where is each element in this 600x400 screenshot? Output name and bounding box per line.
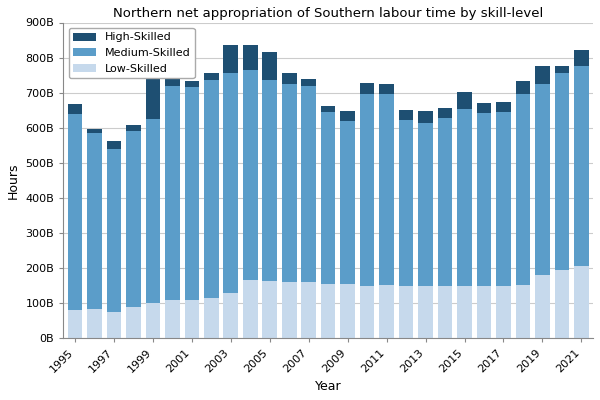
Bar bbox=[476, 103, 491, 113]
Bar bbox=[535, 66, 550, 84]
Bar bbox=[438, 108, 452, 118]
Bar bbox=[223, 293, 238, 338]
Bar bbox=[107, 312, 121, 338]
Bar bbox=[165, 86, 179, 300]
Bar bbox=[360, 83, 374, 94]
Bar bbox=[360, 94, 374, 286]
Bar bbox=[340, 284, 355, 338]
Bar bbox=[399, 120, 413, 286]
Bar bbox=[574, 66, 589, 266]
Bar bbox=[379, 84, 394, 94]
Bar bbox=[360, 286, 374, 338]
Bar bbox=[321, 284, 335, 338]
Bar bbox=[87, 133, 102, 308]
Bar bbox=[262, 282, 277, 338]
Bar bbox=[554, 66, 569, 73]
Bar bbox=[68, 104, 82, 114]
Bar bbox=[126, 131, 140, 307]
Bar bbox=[126, 125, 140, 131]
Bar bbox=[204, 80, 218, 298]
Bar bbox=[185, 81, 199, 88]
Bar bbox=[379, 94, 394, 285]
Bar bbox=[185, 88, 199, 300]
Bar bbox=[243, 70, 257, 280]
Bar bbox=[282, 84, 296, 282]
Bar bbox=[301, 79, 316, 86]
Bar bbox=[262, 52, 277, 80]
Bar bbox=[340, 121, 355, 284]
Bar bbox=[126, 307, 140, 338]
Bar bbox=[223, 45, 238, 73]
Bar bbox=[418, 286, 433, 338]
Bar bbox=[535, 275, 550, 338]
Bar bbox=[146, 79, 160, 119]
Bar bbox=[282, 73, 296, 84]
Bar bbox=[496, 112, 511, 286]
Legend: High-Skilled, Medium-Skilled, Low-Skilled: High-Skilled, Medium-Skilled, Low-Skille… bbox=[69, 28, 194, 78]
Bar bbox=[438, 118, 452, 286]
Bar bbox=[107, 149, 121, 312]
Bar bbox=[262, 80, 277, 282]
Bar bbox=[515, 82, 530, 94]
Bar bbox=[301, 282, 316, 338]
Bar bbox=[554, 270, 569, 338]
Bar bbox=[68, 310, 82, 338]
Bar bbox=[223, 73, 238, 293]
Bar bbox=[185, 300, 199, 338]
X-axis label: Year: Year bbox=[315, 380, 341, 393]
Bar bbox=[87, 308, 102, 338]
Bar bbox=[457, 109, 472, 286]
Bar bbox=[301, 86, 316, 282]
Bar bbox=[68, 114, 82, 310]
Bar bbox=[321, 112, 335, 284]
Bar bbox=[379, 285, 394, 338]
Bar bbox=[496, 286, 511, 338]
Bar bbox=[554, 73, 569, 270]
Bar bbox=[146, 119, 160, 303]
Bar bbox=[165, 79, 179, 86]
Bar bbox=[515, 94, 530, 285]
Y-axis label: Hours: Hours bbox=[7, 162, 20, 199]
Bar bbox=[418, 123, 433, 286]
Bar bbox=[282, 282, 296, 338]
Bar bbox=[535, 84, 550, 275]
Bar bbox=[457, 92, 472, 109]
Bar bbox=[340, 111, 355, 121]
Bar bbox=[438, 286, 452, 338]
Bar bbox=[107, 141, 121, 149]
Title: Northern net appropriation of Southern labour time by skill-level: Northern net appropriation of Southern l… bbox=[113, 7, 543, 20]
Bar bbox=[457, 286, 472, 338]
Bar bbox=[574, 50, 589, 66]
Bar bbox=[204, 73, 218, 80]
Bar bbox=[399, 286, 413, 338]
Bar bbox=[146, 303, 160, 338]
Bar bbox=[243, 45, 257, 70]
Bar bbox=[165, 300, 179, 338]
Bar bbox=[476, 113, 491, 286]
Bar bbox=[399, 110, 413, 120]
Bar bbox=[496, 102, 511, 112]
Bar bbox=[87, 129, 102, 133]
Bar bbox=[574, 266, 589, 338]
Bar bbox=[243, 280, 257, 338]
Bar bbox=[515, 285, 530, 338]
Bar bbox=[321, 106, 335, 112]
Bar bbox=[204, 298, 218, 338]
Bar bbox=[418, 111, 433, 123]
Bar bbox=[476, 286, 491, 338]
